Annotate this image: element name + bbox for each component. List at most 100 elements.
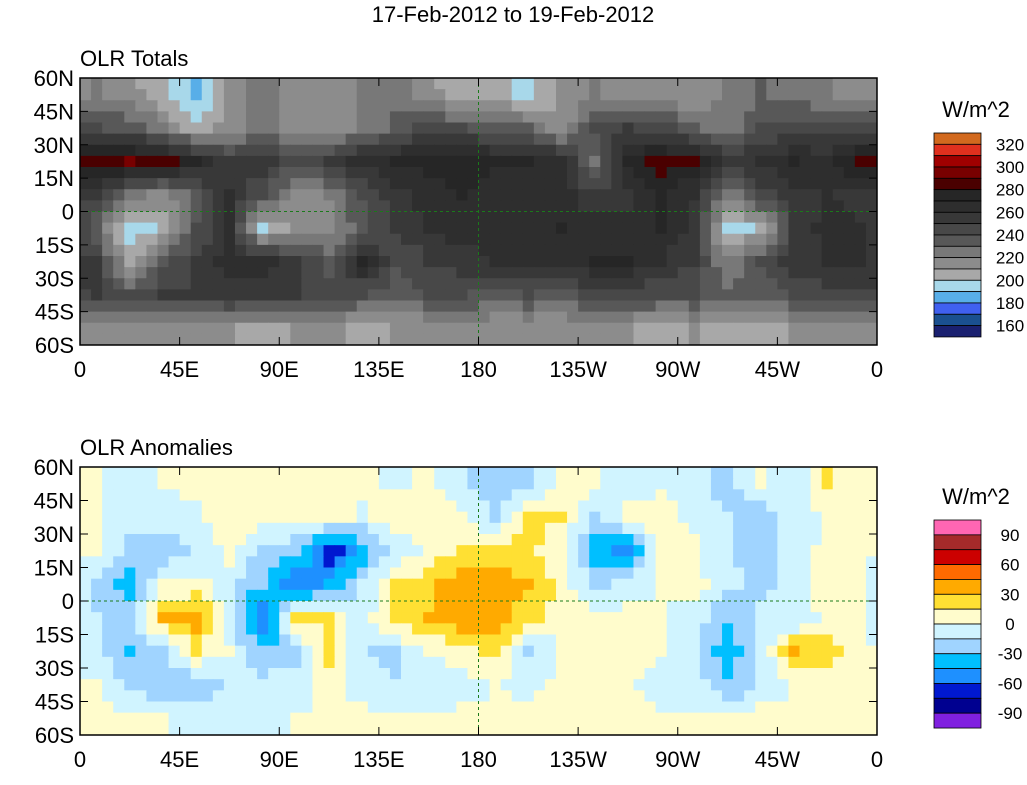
heatmap-cell [445,122,457,135]
heatmap-cell [367,534,380,546]
heatmap-cell [223,545,236,557]
heatmap-cell [456,111,468,123]
heatmap-cell [832,567,845,580]
heatmap-cell [356,200,369,212]
heatmap-cell [124,679,136,691]
heatmap-cell [810,701,823,714]
heatmap-cell [788,645,801,658]
heatmap-cell [755,545,767,557]
heatmap-cell [157,511,170,524]
heatmap-cell [423,567,435,580]
heatmap-cell [234,567,247,580]
heatmap-cell [799,578,812,591]
heatmap-cell [445,300,457,313]
heatmap-cell [135,601,147,613]
heatmap-cell [865,333,878,346]
heatmap-cell [113,333,125,346]
heatmap-cell [378,534,391,546]
heatmap-cell [135,589,147,602]
heatmap-cell [257,322,269,335]
heatmap-cell [434,589,446,602]
heatmap-cell [246,100,258,112]
heatmap-cell [135,233,147,246]
heatmap-cell [522,478,535,490]
heatmap-cell [832,289,845,301]
heatmap-cell [666,78,679,90]
heatmap-cell [345,589,358,602]
heatmap-cell [91,78,103,90]
heatmap-cell [102,679,114,691]
heatmap-cell [832,467,845,479]
heatmap-cell [777,89,789,101]
heatmap-cell [401,679,413,691]
heatmap-cell [157,100,170,112]
heatmap-cell [710,111,723,123]
heatmap-cell [611,556,623,568]
heatmap-cell [323,289,336,301]
heatmap-cell [722,556,734,568]
heatmap-cell [80,578,92,591]
heatmap-cell [600,534,612,546]
heatmap-cell [212,122,225,135]
heatmap-cell [334,78,347,90]
heatmap-cell [567,178,579,190]
heatmap-cell [644,489,657,501]
heatmap-cell [113,578,125,591]
heatmap-cell [478,322,491,335]
heatmap-cell [378,155,391,168]
heatmap-cell [567,244,579,257]
heatmap-cell [434,712,446,725]
heatmap-cell [699,601,712,613]
heatmap-cell [467,155,479,168]
heatmap-cell [777,556,789,568]
heatmap-cell [102,200,114,212]
heatmap-cell [389,111,402,123]
heatmap-cell [312,500,325,513]
heatmap-cell [533,723,546,736]
heatmap-cell [688,100,701,112]
heatmap-cell [744,489,756,501]
heatmap-cell [854,89,867,101]
heatmap-cell [522,690,535,702]
heatmap-cell [710,133,723,146]
heatmap-cell [412,100,424,112]
heatmap-cell [268,100,280,112]
heatmap-cell [323,511,336,524]
heatmap-cell [600,478,612,490]
heatmap-cell [799,122,812,135]
heatmap-cell [157,311,170,324]
heatmap-cell [157,89,170,101]
heatmap-cell [854,233,867,246]
heatmap-cell [434,78,446,90]
heatmap-cell [290,322,302,335]
heatmap-cell [301,489,313,501]
heatmap-cell [799,511,812,524]
heatmap-cell [578,489,590,501]
heatmap-cell [367,244,380,257]
heatmap-cell [312,189,325,201]
heatmap-cell [865,89,878,101]
heatmap-cell [578,189,590,201]
heatmap-cell [157,267,170,279]
heatmap-cell [91,211,103,224]
heatmap-cell [854,144,867,157]
heatmap-cell [157,723,170,736]
heatmap-cell [102,100,114,112]
heatmap-cell [611,712,623,725]
heatmap-cell [146,133,158,146]
heatmap-cell [555,534,568,546]
heatmap-cell [378,623,391,635]
heatmap-cell [135,267,147,279]
heatmap-cell [788,300,801,313]
heatmap-cell [799,111,812,123]
heatmap-cell [201,556,214,568]
heatmap-cell [611,668,623,680]
heatmap-cell [423,233,435,246]
heatmap-cell [666,612,679,624]
heatmap-cell [522,701,535,714]
heatmap-cell [301,200,313,212]
heatmap-cell [500,211,513,224]
heatmap-cell [223,534,236,546]
heatmap-cell [312,534,325,546]
heatmap-cell [401,556,413,568]
